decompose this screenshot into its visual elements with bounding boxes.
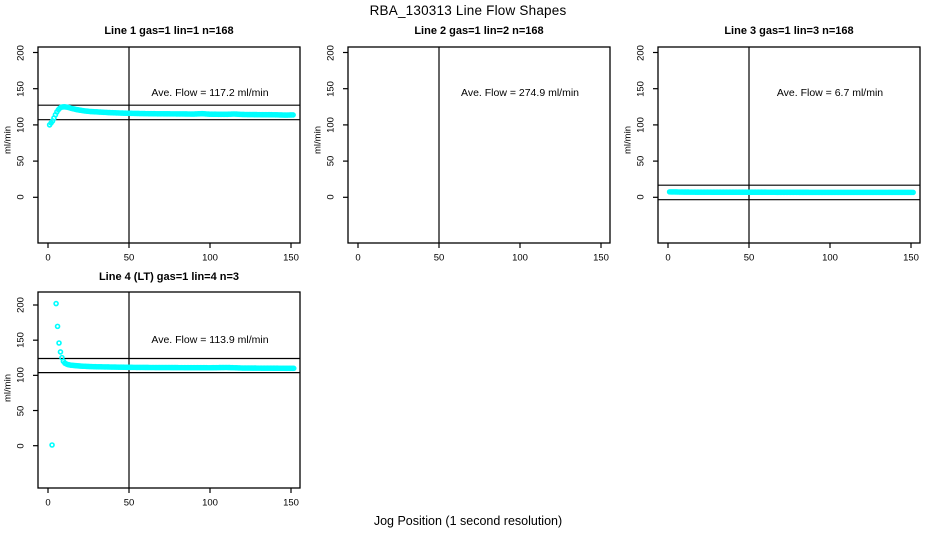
panel-2-ave-flow-annotation: Ave. Flow = 274.9 ml/min	[461, 87, 579, 99]
x-tick-label: 0	[45, 252, 51, 264]
y-tick-label: 100	[635, 116, 647, 133]
x-tick-label: 50	[123, 252, 135, 264]
y-tick-label: 150	[635, 80, 647, 97]
y-tick-label: 50	[15, 155, 27, 167]
x-axis-label: Jog Position (1 second resolution)	[373, 514, 563, 528]
plot-box	[347, 46, 611, 244]
panel-3-ave-flow-annotation: Ave. Flow = 6.7 ml/min	[776, 87, 884, 99]
y-tick-label: 200	[635, 44, 647, 61]
x-tick-label: 150	[903, 252, 919, 264]
panel-1-y-axis-label: ml/min	[2, 126, 14, 154]
x-tick-label: 50	[743, 252, 755, 264]
y-tick-label: 0	[15, 194, 27, 200]
data-point	[910, 189, 916, 196]
y-tick-label: 150	[15, 80, 27, 97]
data-point	[290, 112, 296, 118]
panel-1-title: Line 1 gas=1 lin=1 n=168	[104, 25, 234, 37]
y-tick-label: 100	[15, 367, 27, 384]
y-tick-label: 200	[15, 297, 27, 313]
data-point	[54, 323, 61, 330]
data-point	[49, 442, 55, 448]
y-tick-label: 100	[15, 116, 27, 133]
data-point	[290, 365, 297, 372]
x-tick-label: 100	[512, 252, 528, 264]
x-tick-label: 100	[202, 252, 218, 264]
figure-title: RBA_130313 Line Flow Shapes	[369, 3, 567, 18]
y-tick-label: 50	[635, 155, 647, 167]
y-tick-label: 150	[325, 80, 337, 97]
y-tick-label: 150	[15, 332, 27, 349]
data-point	[57, 349, 64, 355]
x-tick-label: 0	[665, 252, 671, 264]
y-tick-label: 200	[325, 44, 337, 61]
panel-2-title: Line 2 gas=1 lin=2 n=168	[414, 25, 544, 37]
x-tick-label: 0	[45, 497, 51, 509]
panel-3-title: Line 3 gas=1 lin=3 n=168	[724, 25, 854, 37]
x-tick-label: 150	[593, 252, 609, 264]
panel-4-y-axis-label: ml/min	[2, 374, 14, 402]
y-tick-label: 0	[635, 194, 647, 200]
data-point	[56, 340, 62, 346]
y-tick-label: 50	[325, 155, 337, 167]
panel-4-title: Line 4 (LT) gas=1 lin=4 n=3	[98, 271, 240, 283]
y-tick-label: 50	[15, 405, 27, 416]
panel-3-y-axis-label: ml/min	[622, 126, 634, 154]
x-tick-label: 150	[283, 497, 299, 509]
x-tick-label: 50	[433, 252, 445, 264]
y-tick-label: 0	[325, 194, 337, 200]
plot-box	[37, 46, 301, 244]
x-tick-label: 50	[123, 497, 135, 509]
x-tick-label: 0	[355, 252, 361, 264]
x-tick-label: 150	[283, 252, 299, 264]
panel-4-ave-flow-annotation: Ave. Flow = 113.9 ml/min	[151, 334, 269, 346]
plot-box	[37, 291, 301, 489]
y-tick-label: 200	[15, 44, 27, 61]
plot-box	[657, 46, 921, 244]
y-tick-label: 0	[15, 443, 27, 449]
panel-2-y-axis-label: ml/min	[312, 126, 324, 154]
data-point	[53, 300, 59, 307]
y-tick-label: 100	[325, 116, 337, 133]
x-tick-label: 100	[202, 497, 218, 509]
x-tick-label: 100	[822, 252, 838, 264]
panel-1-ave-flow-annotation: Ave. Flow = 117.2 ml/min	[151, 87, 269, 99]
